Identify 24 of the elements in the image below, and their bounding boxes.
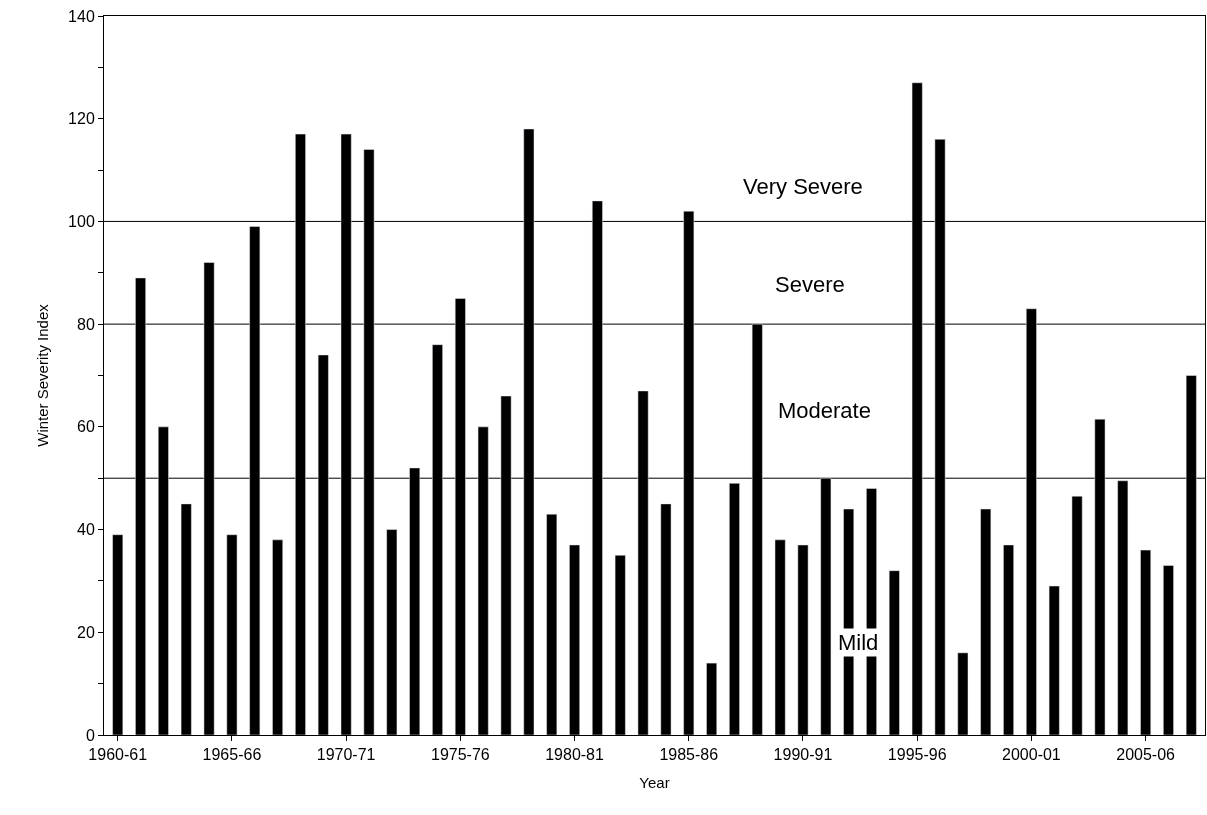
y-tick-label: 0 [85, 726, 95, 744]
annotation: Severe [775, 272, 845, 297]
y-tick-label: 20 [77, 623, 95, 641]
x-tick-label: 1970-71 [316, 746, 376, 764]
x-tick-label: 1960-61 [88, 746, 148, 764]
annotation: Mild [838, 630, 879, 655]
y-tick-label: 140 [68, 7, 95, 25]
y-tick-label: 80 [77, 315, 95, 333]
x-tick-label: 1980-81 [545, 746, 605, 764]
x-tick-label: 1995-96 [887, 746, 947, 764]
y-tick-label: 120 [68, 110, 95, 128]
y-axis-title: Winter Severity Index [34, 303, 52, 447]
x-tick-label: 1975-76 [430, 746, 490, 764]
x-axis-title: Year [639, 774, 670, 792]
x-tick-label: 1965-66 [202, 746, 262, 764]
x-tick-label: 2000-01 [1002, 746, 1061, 764]
y-tick-label: 100 [68, 213, 95, 231]
annotation: Moderate [778, 398, 871, 423]
y-tick-label: 60 [77, 418, 95, 436]
x-tick-label: 1990-91 [773, 746, 833, 764]
x-tick-label: 2005-06 [1116, 746, 1176, 764]
x-tick-label: 1985-86 [659, 746, 719, 764]
y-tick-label: 40 [77, 521, 95, 539]
annotation: Very Severe [743, 174, 863, 199]
